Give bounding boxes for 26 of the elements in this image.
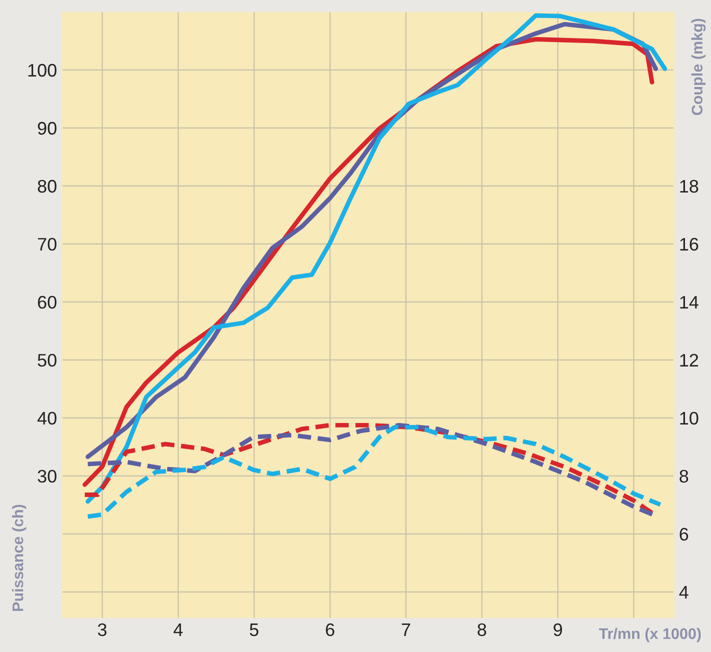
y2-tick-label: 6 (680, 528, 688, 541)
y-tick-label: 90 (38, 122, 56, 135)
y2-tick-label: 14 (680, 296, 698, 308)
x-tick-label: 9 (554, 623, 562, 636)
x-tick-label: 4 (174, 624, 183, 636)
y-axis-title: Puissance (ch) (12, 504, 26, 611)
y2-tick-label: 16 (680, 238, 698, 251)
x-axis-title: Tr/mn (x 1000) (598, 628, 701, 642)
y-tick-label: 30 (38, 470, 56, 483)
y2-axis-title: Couple (mkg) (691, 18, 706, 116)
y-tick-label: 40 (37, 412, 56, 425)
x-tick-label: 6 (326, 623, 334, 636)
y2-tick-label: 12 (680, 354, 698, 366)
y-tick-label: 80 (38, 180, 56, 193)
x-tick-label: 5 (250, 624, 258, 636)
y-tick-label: 50 (38, 354, 56, 367)
x-tick-label: 8 (478, 623, 486, 636)
x-tick-label: 7 (402, 624, 410, 636)
y-tick-label: 100 (28, 64, 56, 77)
y-tick-label: 70 (38, 238, 56, 251)
y-tick-label: 60 (38, 296, 56, 309)
y2-tick-label: 10 (680, 412, 698, 425)
y2-tick-label: 8 (680, 470, 688, 483)
y2-tick-label: 18 (680, 180, 698, 193)
x-tick-label: 3 (98, 623, 106, 636)
y2-tick-label: 4 (679, 586, 688, 598)
